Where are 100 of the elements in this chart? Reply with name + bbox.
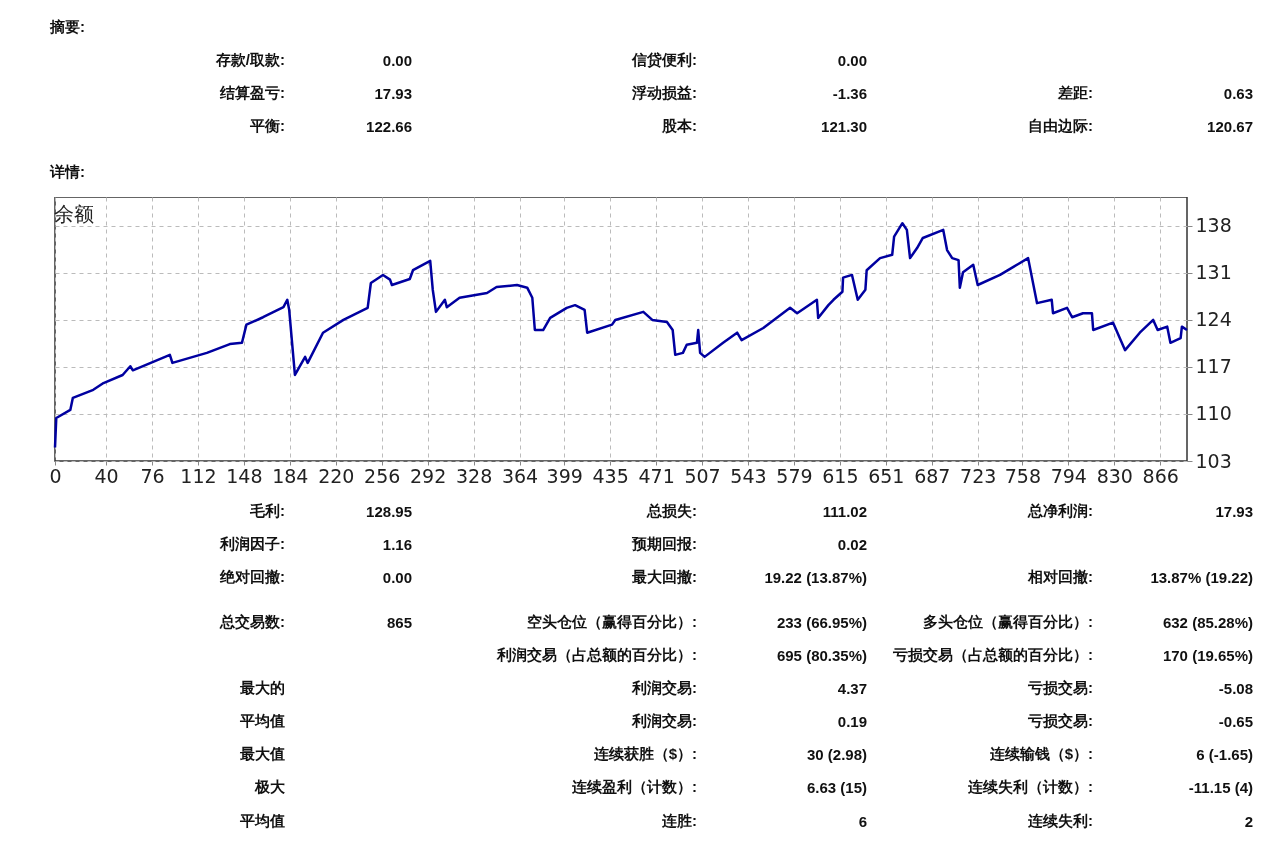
text: 6.63 (15) [806, 778, 867, 796]
y-tick-label: 138 [1195, 214, 1232, 237]
text: 利润交易: [632, 678, 697, 698]
text: 亏损交易（占总额的百分比）: [893, 645, 1093, 665]
text: 亏损交易: [1028, 678, 1093, 698]
x-tick-label: 256 [364, 464, 401, 487]
x-tick-label: 220 [318, 464, 355, 487]
x-tick-label: 687 [914, 464, 951, 487]
text: 总净利润: [1028, 501, 1093, 521]
text: 2 [1244, 812, 1253, 830]
text: 0.19 [837, 712, 867, 730]
x-tick-label: 148 [226, 464, 263, 487]
text: 695 (80.35%) [776, 646, 867, 664]
text: 122.66 [366, 117, 412, 135]
text: -1.36 [832, 84, 867, 102]
text: 连胜: [662, 811, 697, 831]
text: 19.22 (13.87%) [764, 568, 867, 586]
x-tick-label: 758 [1004, 464, 1041, 487]
x-tick-label: 112 [180, 464, 217, 487]
x-tick-label: 615 [822, 464, 859, 487]
text: 121.30 [821, 117, 867, 135]
x-tick-label: 435 [592, 464, 629, 487]
y-tick-label: 124 [1195, 308, 1232, 331]
text: 空头仓位（赢得百分比）: [527, 612, 697, 632]
x-tick-label: 579 [776, 464, 813, 487]
x-tick-label: 471 [638, 464, 675, 487]
text: 最大的 [240, 678, 285, 698]
text: 极大 [255, 777, 285, 797]
text: 111.02 [822, 502, 867, 520]
text: 总交易数: [220, 612, 285, 632]
text: 利润交易（占总额的百分比）: [497, 645, 697, 665]
text: 17.93 [374, 84, 412, 102]
text: 17.93 [1215, 502, 1253, 520]
text: 0.00 [382, 51, 412, 69]
text: 128.95 [366, 502, 412, 520]
text: -0.65 [1218, 712, 1253, 730]
x-tick-label: 184 [272, 464, 309, 487]
x-tick-label: 866 [1142, 464, 1179, 487]
text: 结算盈亏: [220, 83, 285, 103]
text: 平均值 [240, 811, 285, 831]
y-tick-label: 117 [1195, 355, 1232, 378]
text: 自由边际: [1028, 116, 1093, 136]
text: 毛利: [250, 501, 285, 521]
text: 最大回撤: [632, 567, 697, 587]
text: -5.08 [1218, 679, 1253, 697]
x-tick-label: 794 [1050, 464, 1087, 487]
text: 总损失: [647, 501, 697, 521]
text: 连续失利（计数）: [968, 777, 1093, 797]
x-tick-label: 830 [1096, 464, 1133, 487]
text: 0.63 [1223, 84, 1253, 102]
text: 4.37 [837, 679, 867, 697]
x-tick-label: 76 [140, 464, 165, 487]
text: 连续获胜（$）: [593, 744, 697, 764]
text: 股本: [662, 116, 697, 136]
text: 170 (19.65%) [1162, 646, 1253, 664]
text: 最大值 [240, 744, 285, 764]
text: 连续盈利（计数）: [572, 777, 697, 797]
text: 1.16 [382, 535, 412, 553]
text: 连续失利: [1028, 811, 1093, 831]
y-tick-label: 131 [1195, 261, 1232, 284]
text: 相对回撤: [1028, 567, 1093, 587]
text: 0.00 [382, 568, 412, 586]
text: 绝对回撤: [220, 567, 285, 587]
x-tick-label: 723 [960, 464, 997, 487]
text: 0.00 [837, 51, 867, 69]
text: 差距: [1058, 83, 1093, 103]
x-tick-label: 507 [684, 464, 721, 487]
x-tick-label: 292 [410, 464, 447, 487]
text: 0.02 [837, 535, 867, 553]
text: 摘要: [50, 17, 85, 37]
text: 浮动损益: [632, 83, 697, 103]
text: 存款/取款: [215, 50, 285, 70]
x-tick-label: 399 [546, 464, 583, 487]
text: 6 [858, 812, 867, 830]
x-tick-label: 543 [730, 464, 767, 487]
x-tick-label: 0 [49, 464, 62, 487]
text: 连续输钱（$）: [989, 744, 1093, 764]
text: 多头仓位（赢得百分比）: [923, 612, 1093, 632]
x-tick-label: 40 [94, 464, 119, 487]
text: 13.87% (19.22) [1150, 568, 1253, 586]
text: 详情: [50, 162, 85, 182]
text: 120.67 [1207, 117, 1253, 135]
y-tick-label: 103 [1195, 449, 1232, 472]
text: 预期回报: [632, 534, 697, 554]
text: 亏损交易: [1028, 711, 1093, 731]
text: 平衡: [250, 116, 285, 136]
x-tick-label: 651 [868, 464, 905, 487]
text: 632 (85.28%) [1162, 613, 1253, 631]
text: 865 [386, 613, 412, 631]
y-tick-label: 110 [1195, 402, 1232, 425]
text: 30 (2.98) [806, 745, 867, 763]
text: 利润交易: [632, 711, 697, 731]
text: 233 (66.95%) [776, 613, 867, 631]
text: 平均值 [240, 711, 285, 731]
text: 6 (-1.65) [1196, 745, 1253, 763]
text: 信贷便利: [632, 50, 697, 70]
x-tick-label: 364 [501, 464, 539, 487]
text: -11.15 (4) [1188, 778, 1253, 796]
text: 利润因子: [220, 534, 285, 554]
x-tick-label: 328 [455, 464, 493, 487]
